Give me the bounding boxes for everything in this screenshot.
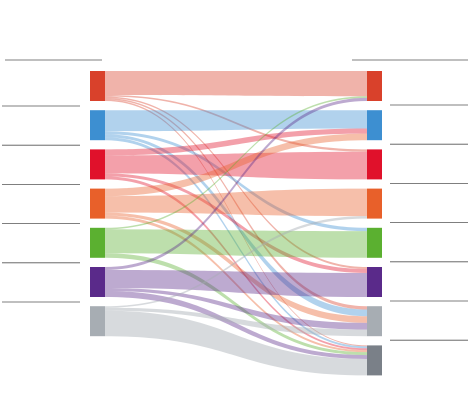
link xyxy=(105,288,367,330)
right-node xyxy=(367,345,382,376)
link xyxy=(105,253,367,356)
link xyxy=(105,215,367,353)
link xyxy=(105,96,367,269)
left-node xyxy=(90,227,105,258)
link xyxy=(105,212,367,323)
link xyxy=(105,131,367,232)
link xyxy=(105,99,367,347)
link xyxy=(105,128,367,156)
link xyxy=(105,173,367,273)
link xyxy=(105,110,367,132)
right-node xyxy=(367,188,382,219)
right-node xyxy=(367,306,382,337)
right-node xyxy=(367,149,382,180)
link xyxy=(105,151,367,180)
link xyxy=(105,134,367,317)
link xyxy=(105,291,367,359)
link xyxy=(105,216,367,308)
right-node xyxy=(367,227,382,258)
link xyxy=(105,98,367,310)
link xyxy=(105,95,367,152)
link xyxy=(105,188,367,217)
links xyxy=(105,71,367,376)
link xyxy=(105,229,367,258)
link xyxy=(105,307,367,337)
link xyxy=(105,137,367,349)
link xyxy=(105,270,367,297)
left-node xyxy=(90,188,105,219)
left-node xyxy=(90,306,105,337)
left-node xyxy=(90,71,105,101)
link xyxy=(105,176,367,351)
link xyxy=(105,97,367,270)
link xyxy=(105,71,367,97)
right-node xyxy=(367,71,382,101)
left-node xyxy=(90,149,105,180)
left-node xyxy=(90,267,105,297)
nodes xyxy=(90,71,382,376)
link xyxy=(105,133,367,197)
left-node xyxy=(90,110,105,141)
right-node xyxy=(367,267,382,297)
link xyxy=(105,96,367,230)
link xyxy=(105,310,367,376)
right-node xyxy=(367,110,382,141)
